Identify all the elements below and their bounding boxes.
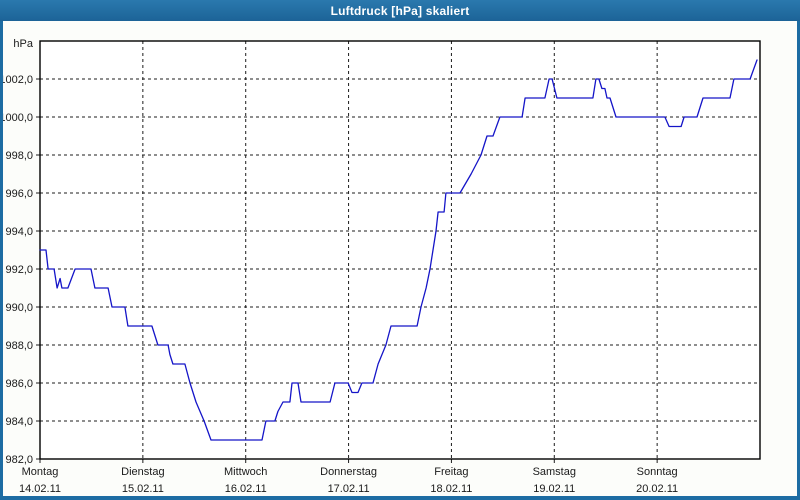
x-date-label: 19.02.11 bbox=[533, 483, 575, 495]
y-tick-label: 1002,0 bbox=[3, 74, 33, 86]
y-axis-unit-label: hPa bbox=[13, 38, 33, 50]
x-date-label: 14.02.11 bbox=[19, 483, 61, 495]
window-titlebar: Luftdruck [hPa] skaliert bbox=[0, 0, 800, 21]
y-tick-label: 990,0 bbox=[5, 302, 33, 314]
x-date-label: 15.02.11 bbox=[122, 483, 164, 495]
x-day-label: Dienstag bbox=[121, 466, 164, 478]
y-tick-label: 1000,0 bbox=[3, 112, 33, 124]
plot-background bbox=[40, 41, 760, 459]
x-day-label: Mittwoch bbox=[224, 466, 267, 478]
y-tick-label: 996,0 bbox=[5, 188, 33, 200]
pressure-line bbox=[39, 59, 758, 441]
x-day-label: Montag bbox=[22, 466, 59, 478]
x-day-label: Sonntag bbox=[637, 466, 678, 478]
x-date-label: 17.02.11 bbox=[328, 483, 370, 495]
x-day-label: Donnerstag bbox=[320, 466, 377, 478]
y-tick-label: 984,0 bbox=[5, 416, 33, 428]
y-tick-label: 988,0 bbox=[5, 340, 33, 352]
x-date-label: 20.02.11 bbox=[636, 483, 678, 495]
y-tick-label: 992,0 bbox=[5, 264, 33, 276]
y-tick-label: 986,0 bbox=[5, 378, 33, 390]
window-title: Luftdruck [hPa] skaliert bbox=[330, 3, 470, 18]
x-day-label: Samstag bbox=[533, 466, 576, 478]
y-tick-label: 994,0 bbox=[5, 226, 33, 238]
pressure-chart: 982,0 984,0 986,0 988,0 990,0 992,0 994,0 996,0… bbox=[3, 38, 761, 495]
chart-area: 982,0 984,0 986,0 988,0 990,0 992,0 994,0 996,0… bbox=[3, 21, 797, 496]
y-tick-label: 998,0 bbox=[5, 150, 33, 162]
y-tick-label: 982,0 bbox=[5, 454, 33, 466]
x-date-label: 16.02.11 bbox=[225, 483, 267, 495]
x-date-label: 18.02.11 bbox=[430, 483, 472, 495]
x-day-label: Freitag bbox=[434, 466, 468, 478]
